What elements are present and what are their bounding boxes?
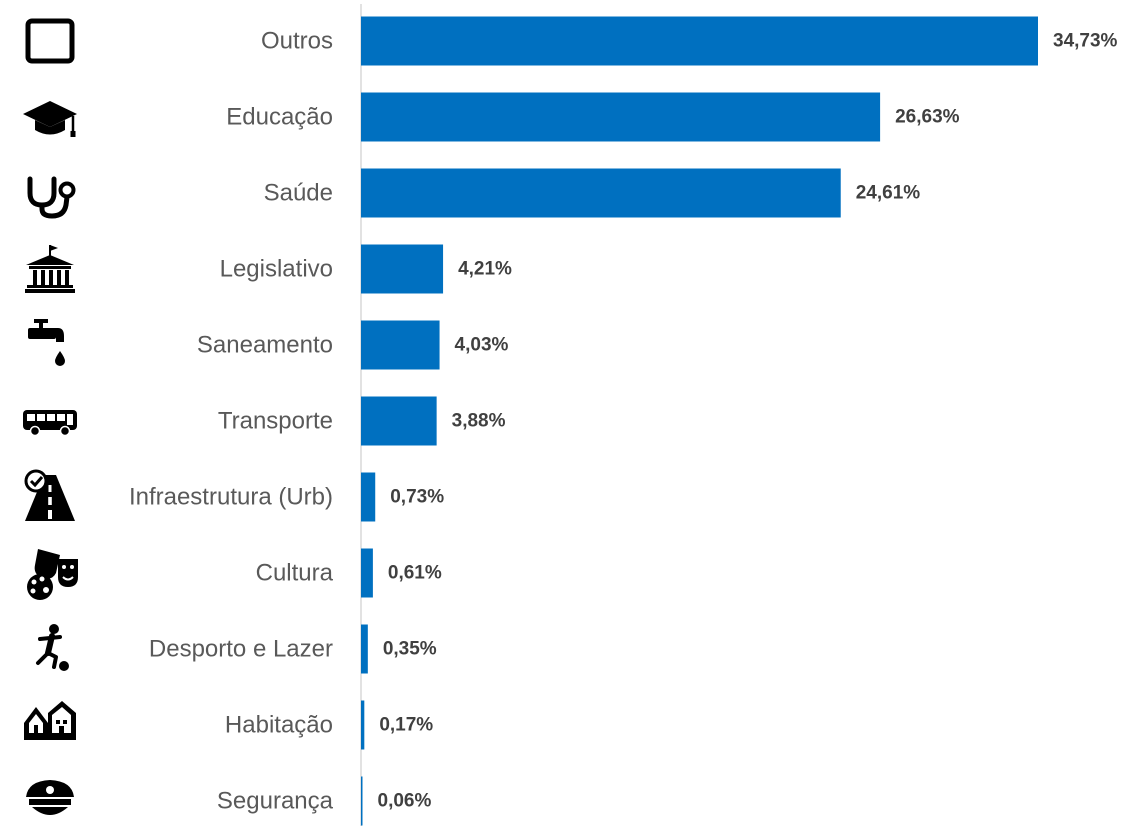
category-label: Outros xyxy=(261,28,333,55)
category-label: Saneamento xyxy=(197,332,333,359)
houses-icon xyxy=(24,701,76,740)
category-label: Transporte xyxy=(218,408,333,435)
value-label: 24,61% xyxy=(856,183,921,204)
category-labels: Outros Educação Saúde Legislativo Saneamento… xyxy=(129,28,334,815)
value-labels: 34,73% 26,63% 24,61% 4,21% 4,03% 3,88% 0,73% 0,… xyxy=(378,31,1118,812)
bar-1 xyxy=(361,16,1038,66)
bar-2 xyxy=(361,92,881,142)
bar-4 xyxy=(361,244,444,294)
bar-7 xyxy=(361,472,376,522)
value-label: 34,73% xyxy=(1053,31,1118,52)
category-label: Educação xyxy=(226,104,333,131)
bar-9 xyxy=(361,624,368,674)
value-label: 26,63% xyxy=(895,107,960,128)
stethoscope-icon xyxy=(27,176,76,219)
police-cap-icon xyxy=(26,780,74,815)
category-label: Saúde xyxy=(264,180,333,207)
category-icons xyxy=(23,18,78,815)
government-building-icon xyxy=(25,245,75,293)
category-label: Legislativo xyxy=(220,256,333,283)
value-label: 0,06% xyxy=(378,791,432,812)
value-label: 0,17% xyxy=(379,715,433,736)
value-label: 4,21% xyxy=(458,259,512,280)
bar-6 xyxy=(361,396,437,446)
water-tap-icon xyxy=(28,319,65,366)
bar-8 xyxy=(361,548,373,598)
bar-10 xyxy=(361,700,365,750)
value-label: 0,61% xyxy=(388,563,442,584)
category-label: Habitação xyxy=(225,712,333,739)
value-label: 3,88% xyxy=(452,411,506,432)
soccer-player-icon xyxy=(36,624,69,671)
road-check-icon xyxy=(24,469,75,521)
value-label: 4,03% xyxy=(455,335,509,356)
bar-3 xyxy=(361,168,841,218)
theater-masks-palette-icon xyxy=(27,549,78,600)
category-label: Infraestrutura (Urb) xyxy=(129,484,333,511)
bars xyxy=(361,16,1038,826)
bar-11 xyxy=(361,776,363,826)
value-label: 0,73% xyxy=(390,487,444,508)
value-label: 0,35% xyxy=(383,639,437,660)
category-label: Cultura xyxy=(256,560,334,587)
square-outline-icon xyxy=(25,18,75,64)
category-label: Segurança xyxy=(217,788,334,815)
category-label: Desporto e Lazer xyxy=(149,636,333,663)
bar-5 xyxy=(361,320,440,370)
bus-icon xyxy=(23,410,77,437)
graduation-cap-icon xyxy=(23,101,77,137)
